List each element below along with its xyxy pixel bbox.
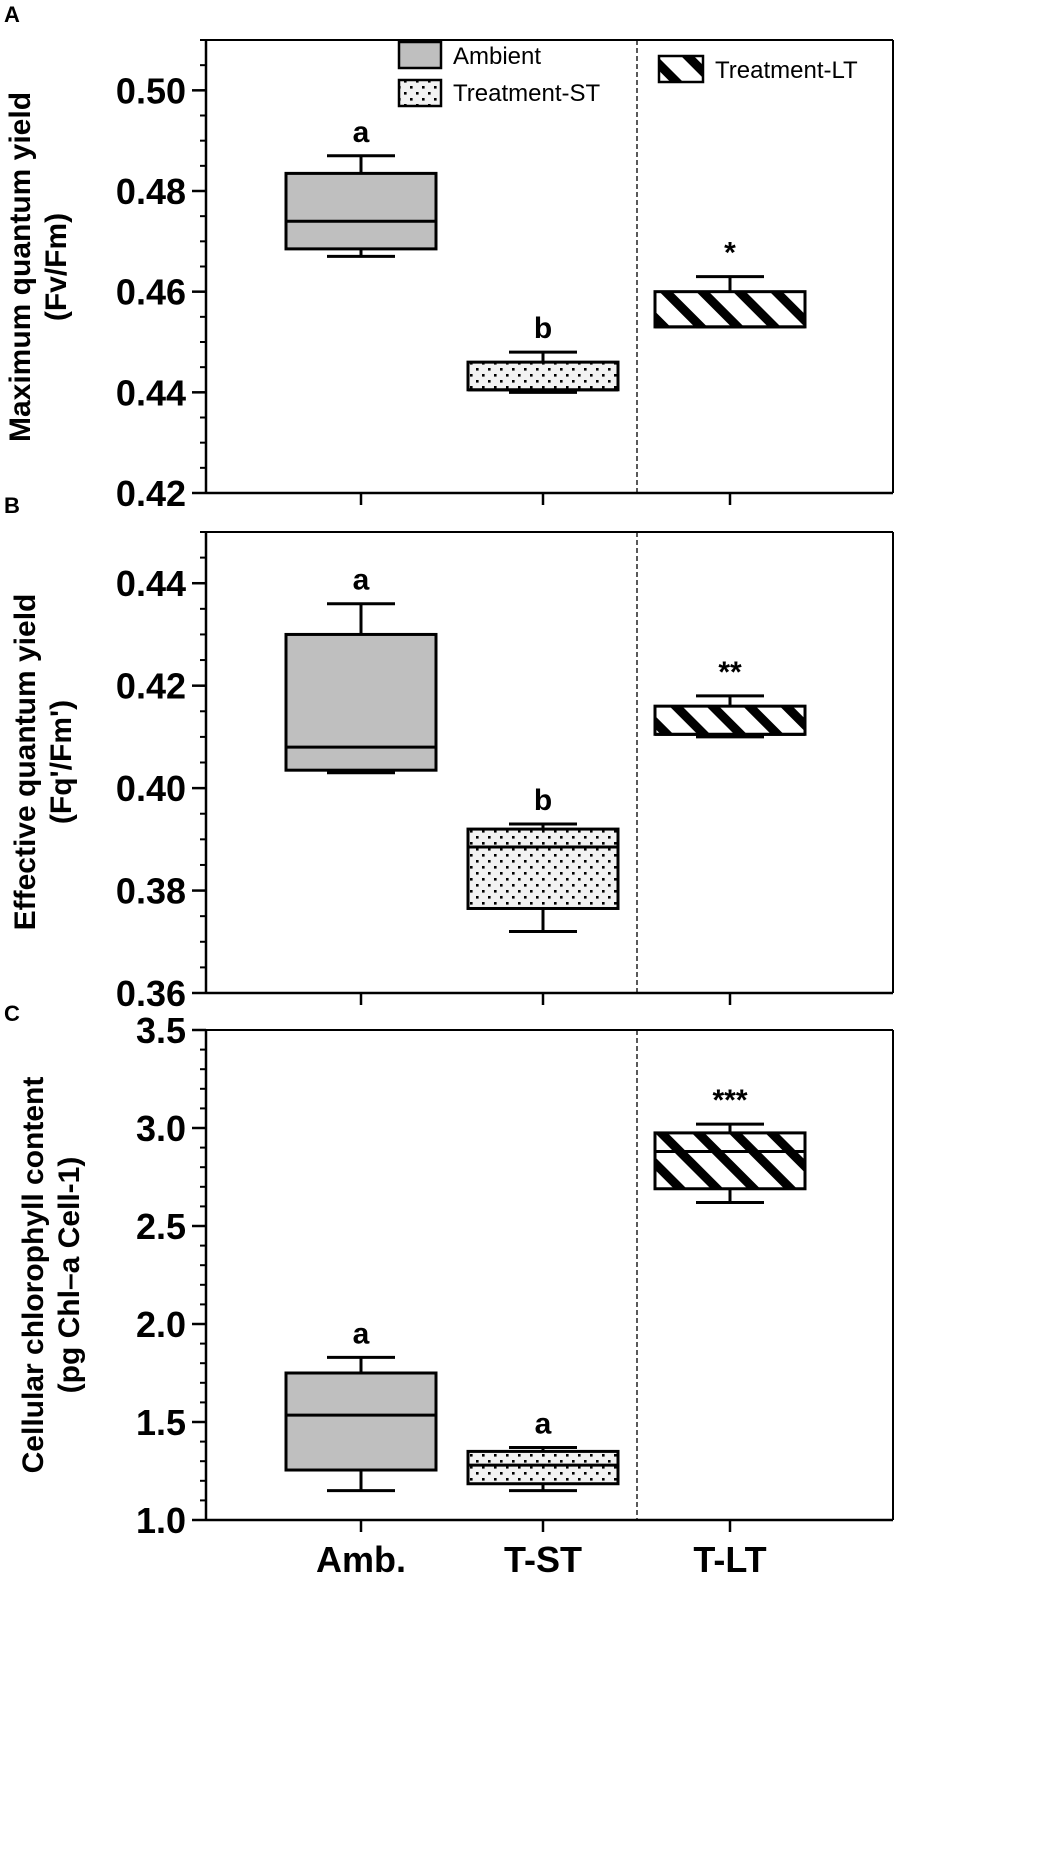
box-treatment-lt: * — [653, 237, 807, 329]
y-axis-title-line2: (pg Chl–a Cell-1) — [53, 1157, 86, 1394]
y-tick-label: 0.36 — [116, 973, 186, 1014]
box-iqr — [466, 827, 620, 910]
y-tick-label: 0.40 — [116, 768, 186, 809]
y-axis-title: Cellular chlorophyll content (pg Chl–a Ce… — [17, 1077, 86, 1474]
significance-label: b — [534, 312, 552, 345]
y-tick-label: 2.5 — [136, 1206, 186, 1247]
y-tick-label: 0.50 — [116, 70, 186, 111]
y-tick-label: 0.44 — [116, 563, 186, 604]
box-treatment-st: b — [466, 312, 620, 394]
box-iqr — [653, 290, 807, 329]
panel-label-b: B — [4, 493, 20, 518]
panel-a: 0.42 0.44 0.46 0.48 0.50 Maximum quantum yiel… — [4, 39, 894, 514]
box-treatment-st: b — [466, 784, 620, 934]
y-tick-label: 3.5 — [136, 1010, 186, 1051]
significance-label: a — [353, 1317, 370, 1350]
box-ambient: a — [284, 1317, 438, 1493]
y-axis-title: Effective quantum yield (Fq'/Fm') — [9, 594, 78, 931]
y-axis-title-line1: Effective quantum yield — [9, 594, 42, 931]
box-treatment-lt: *** — [653, 1084, 807, 1204]
box-iqr — [466, 1449, 620, 1486]
legend-swatch-treatment-st — [397, 78, 443, 108]
legend-swatch-treatment-lt — [657, 54, 705, 84]
panel-c: 1.0 1.5 2.0 2.5 3.0 3.5 Cellular chlorophyll c… — [17, 1010, 894, 1580]
box-iqr — [466, 360, 620, 392]
y-tick-label: 0.42 — [116, 473, 186, 514]
box-treatment-st: a — [466, 1407, 620, 1493]
significance-label: b — [534, 784, 552, 817]
y-axis-title-line1: Maximum quantum yield — [4, 92, 37, 442]
x-tick-label: T-ST — [504, 1539, 582, 1580]
box-ambient: a — [284, 564, 438, 775]
y-tick-label: 0.46 — [116, 272, 186, 313]
legend-label-ambient: Ambient — [453, 43, 541, 70]
legend-label-treatment-st: Treatment-ST — [453, 80, 600, 107]
box-ambient: a — [284, 116, 438, 258]
legend-swatch-ambient — [397, 40, 443, 70]
box-treatment-lt: ** — [653, 656, 807, 739]
y-tick-label: 1.0 — [136, 1500, 186, 1541]
panel-label-a: A — [4, 2, 20, 27]
y-tick-label: 3.0 — [136, 1108, 186, 1149]
y-tick-label: 1.5 — [136, 1402, 186, 1443]
significance-label: a — [353, 564, 370, 597]
significance-label: a — [535, 1407, 552, 1440]
y-axis-title-line1: Cellular chlorophyll content — [17, 1077, 50, 1474]
significance-label: * — [724, 237, 736, 270]
legend-label-treatment-lt: Treatment-LT — [715, 57, 858, 84]
panel-label-c: C — [4, 1001, 20, 1026]
y-axis-title-line2: (Fq'/Fm') — [45, 700, 78, 824]
significance-label: ** — [718, 656, 742, 689]
box-iqr — [284, 171, 438, 251]
y-tick-label: 0.38 — [116, 871, 186, 912]
y-axis-title: Maximum quantum yield (Fv/Fm) — [4, 92, 73, 442]
y-tick-label: 0.48 — [116, 171, 186, 212]
significance-label: *** — [712, 1084, 747, 1117]
box-iqr — [284, 1371, 438, 1472]
x-tick-label: Amb. — [316, 1539, 406, 1580]
panel-b: 0.36 0.38 0.40 0.42 0.44 Effective quantum yi… — [9, 531, 894, 1014]
y-tick-label: 0.42 — [116, 666, 186, 707]
y-axis-title-line2: (Fv/Fm) — [40, 213, 73, 321]
box-iqr — [653, 704, 807, 736]
y-tick-label: 2.0 — [136, 1304, 186, 1345]
y-tick-label: 0.44 — [116, 372, 186, 413]
box-iqr — [284, 632, 438, 772]
significance-label: a — [353, 116, 370, 149]
legend: Ambient Treatment-ST Treatment-LT — [397, 40, 858, 108]
box-iqr — [653, 1131, 807, 1191]
x-tick-label: T-LT — [693, 1539, 766, 1580]
